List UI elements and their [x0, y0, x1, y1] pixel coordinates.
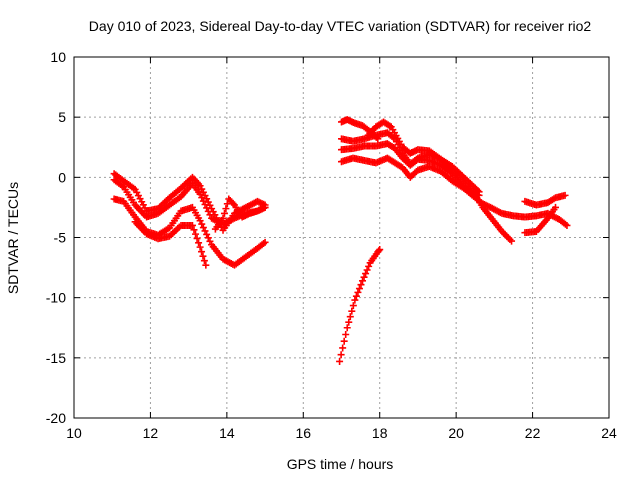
data-point [343, 324, 351, 332]
data-point [206, 237, 214, 245]
data-point [204, 234, 212, 242]
data-point [337, 351, 345, 359]
data-point [195, 239, 203, 247]
data-series-4 [131, 218, 210, 269]
chart-title: Day 010 of 2023, Sidereal Day-to-day VTE… [89, 18, 592, 34]
data-point [351, 296, 359, 304]
data-series-6 [338, 116, 382, 143]
data-point [360, 273, 368, 281]
data-point [561, 191, 569, 199]
data-point [196, 243, 204, 251]
data-point [261, 238, 269, 246]
data-point [190, 226, 198, 234]
data-point [198, 220, 206, 228]
data-point [363, 266, 371, 274]
data-point [357, 281, 365, 289]
x-tick-label: 10 [66, 425, 82, 441]
data-point [389, 134, 397, 142]
data-point [219, 214, 227, 222]
x-tick-label: 12 [143, 425, 159, 441]
data-point [220, 209, 228, 217]
plot-area [110, 116, 571, 365]
data-point [352, 292, 360, 300]
y-axis-label: SDTVAR / TECUs [5, 182, 21, 294]
data-series-12 [521, 203, 559, 237]
y-tick-label: 0 [58, 169, 66, 185]
data-point [508, 237, 516, 245]
data-point [340, 337, 348, 345]
data-point [200, 257, 208, 265]
data-point [342, 330, 350, 338]
data-point [261, 203, 269, 211]
data-series-11 [338, 154, 483, 199]
data-point [260, 240, 268, 248]
data-point [348, 307, 356, 315]
y-tick-label: 10 [50, 49, 66, 65]
data-point [349, 302, 357, 310]
y-tick-label: 5 [58, 109, 66, 125]
x-axis-label: GPS time / hours [287, 456, 394, 472]
data-point [365, 262, 373, 270]
data-point [199, 252, 207, 260]
data-point [339, 344, 347, 352]
data-point [198, 248, 206, 256]
data-series-2 [110, 176, 269, 228]
x-tick-label: 24 [601, 425, 617, 441]
data-point [386, 122, 394, 130]
data-point [552, 203, 559, 211]
data-series-13 [521, 191, 569, 209]
y-tick-label: -15 [46, 350, 66, 366]
data-point [355, 285, 363, 293]
data-point [193, 234, 201, 242]
data-series-5 [211, 195, 269, 233]
data-point [203, 230, 211, 238]
data-point [475, 191, 483, 199]
data-point [345, 318, 353, 326]
data-point [412, 156, 420, 164]
data-point [561, 220, 569, 228]
data-point [375, 247, 383, 255]
axis-ticks: 10 12 14 16 18 20 22 24 -20 -15 -10 -5 0 5 10 [46, 49, 617, 441]
grid [74, 57, 609, 418]
data-point [362, 270, 370, 278]
data-point [192, 230, 200, 238]
data-point [199, 224, 207, 232]
y-tick-label: -10 [46, 290, 66, 306]
y-tick-label: -20 [46, 410, 66, 426]
data-point [229, 200, 237, 208]
data-point [222, 205, 230, 213]
data-series-7 [336, 246, 384, 365]
x-tick-label: 14 [219, 425, 235, 441]
data-point [202, 261, 210, 269]
data-point [336, 357, 344, 365]
data-point [376, 246, 384, 254]
data-point [359, 277, 367, 285]
x-tick-label: 16 [295, 425, 311, 441]
x-tick-label: 22 [525, 425, 541, 441]
data-point [563, 221, 571, 229]
x-tick-label: 18 [372, 425, 388, 441]
x-tick-label: 20 [448, 425, 464, 441]
y-tick-label: -5 [54, 230, 67, 246]
data-point [354, 288, 362, 296]
data-point [188, 221, 196, 229]
data-point [346, 313, 354, 321]
data-point [201, 227, 209, 235]
